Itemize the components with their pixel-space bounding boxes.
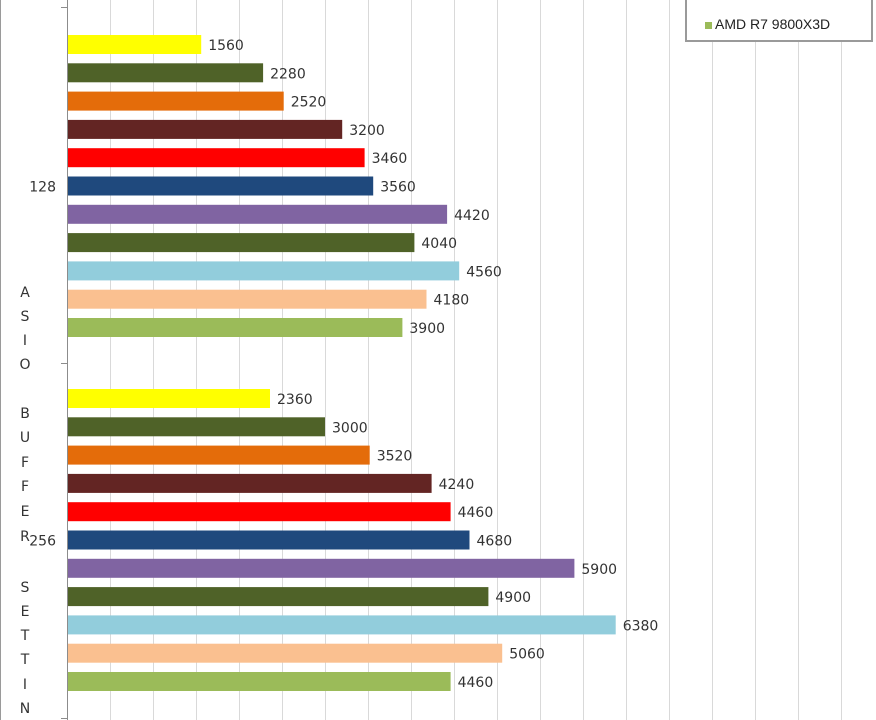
data-label-128-1: 1560 [208, 38, 244, 54]
bar-128-9 [68, 261, 460, 281]
axis-title-letter: B [20, 406, 30, 422]
bar-256-8 [68, 587, 489, 607]
bar-128-2 [68, 63, 264, 83]
axis-title-letter: N [19, 701, 31, 717]
axis-title-letter: E [20, 604, 30, 620]
bar-256-7 [68, 558, 575, 578]
axis-title-letter: S [20, 580, 30, 596]
axis-title-letter: U [19, 430, 31, 446]
category-label-256: 256 [29, 534, 56, 550]
bar-128-4 [68, 119, 343, 139]
bar-128-10 [68, 289, 427, 309]
data-label-128-10: 4180 [434, 293, 470, 309]
bar-128-6 [68, 176, 374, 196]
axis-title-letter: O [19, 357, 31, 373]
bar-128-8 [68, 233, 415, 253]
bar-256-1 [68, 389, 270, 408]
bar-128-5 [68, 148, 365, 168]
data-label-256-7: 5900 [581, 562, 617, 578]
data-label-128-9: 4560 [466, 264, 502, 280]
bar-256-4 [68, 473, 432, 493]
data-label-256-11: 4460 [458, 675, 494, 691]
data-label-128-3: 2520 [291, 95, 327, 111]
bar-256-6 [68, 530, 470, 550]
axis-title-letter: F [20, 455, 30, 471]
axis-title-letter: A [20, 285, 30, 301]
axis-title-letter: F [20, 479, 30, 495]
data-label-256-2: 3000 [332, 420, 368, 436]
axis-title-letter: R [20, 529, 30, 545]
data-label-256-10: 5060 [509, 647, 545, 663]
axis-title-letter: T [20, 628, 30, 644]
bar-256-11 [68, 672, 451, 691]
data-label-256-9: 6380 [623, 618, 659, 634]
axis-title-letter: I [22, 677, 28, 693]
data-label-256-6: 4680 [477, 534, 513, 550]
legend-swatch-amd-r7-9800x3d [705, 22, 712, 29]
data-label-128-4: 3200 [349, 123, 385, 139]
data-label-128-2: 2280 [270, 66, 306, 82]
legend-label-amd-r7-9800x3d: AMD R7 9800X3D [715, 16, 831, 32]
axis-title-letter: T [20, 652, 30, 668]
data-label-256-1: 2360 [277, 392, 313, 408]
axis-title-letter: E [20, 504, 30, 520]
data-label-256-8: 4900 [495, 590, 531, 606]
bar-256-5 [68, 502, 451, 522]
bar-256-3 [68, 445, 370, 465]
data-label-128-5: 3460 [372, 151, 408, 167]
bar-256-9 [68, 615, 616, 635]
axis-title-letter: S [20, 309, 30, 325]
category-label-128: 128 [29, 180, 56, 196]
bar-256-10 [68, 643, 503, 663]
data-label-256-3: 3520 [377, 449, 413, 465]
data-label-128-7: 4420 [454, 208, 490, 224]
data-label-128-6: 3560 [380, 180, 416, 196]
bar-256-2 [68, 417, 325, 437]
bar-128-11 [68, 318, 403, 337]
bar-128-3 [68, 91, 284, 111]
bar-128-7 [68, 204, 448, 224]
data-label-256-5: 4460 [458, 505, 494, 521]
bar-128-1 [68, 35, 202, 54]
data-label-256-4: 4240 [439, 477, 475, 493]
legend: AMD R7 9800X3D [685, 0, 873, 42]
data-label-128-11: 3900 [409, 321, 445, 337]
data-label-128-8: 4040 [421, 236, 457, 252]
axis-title-letter: I [22, 333, 28, 349]
